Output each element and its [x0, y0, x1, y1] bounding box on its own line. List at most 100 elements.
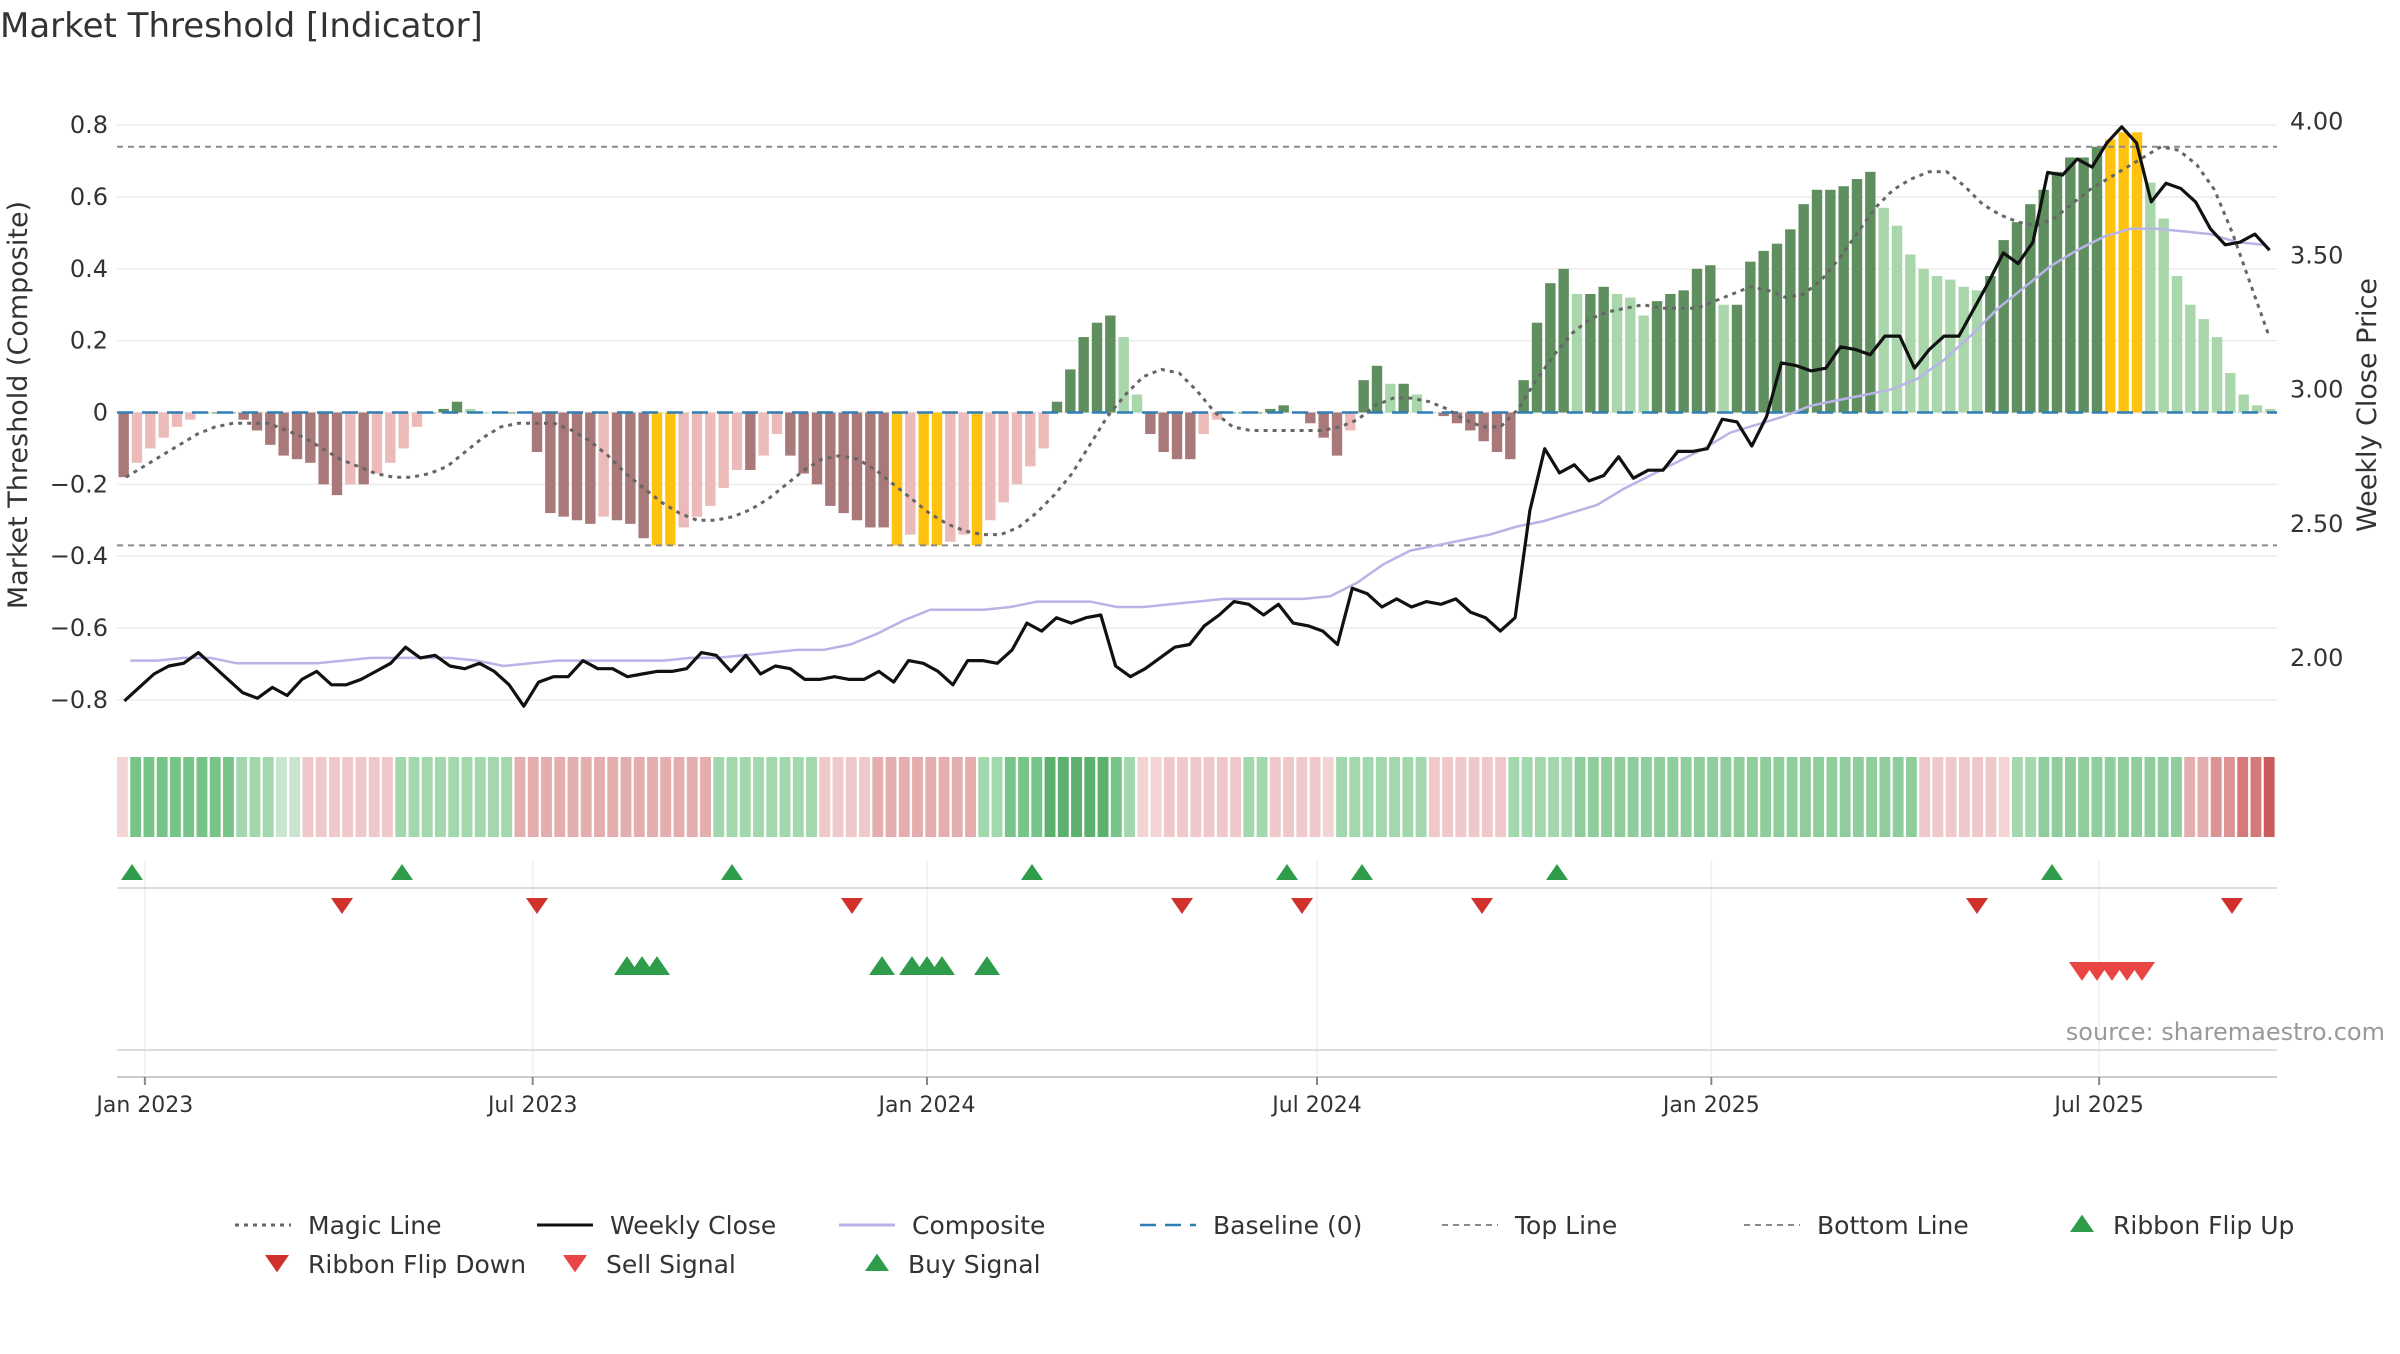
- composite-bar: [385, 412, 396, 463]
- ribbon-cell: [938, 757, 950, 837]
- composite-bar: [2211, 337, 2223, 413]
- ribbon-cell: [1243, 757, 1255, 837]
- ribbon-cell: [1998, 757, 2010, 837]
- ribbon-cell: [209, 757, 221, 837]
- composite-bar: [1811, 189, 1823, 413]
- ribbon-cell: [1826, 757, 1838, 837]
- ribbon-cell: [117, 757, 128, 837]
- composite-bar: [1825, 189, 1836, 413]
- composite-bar: [998, 412, 1009, 503]
- ribbon-flip-down-marker: [1966, 898, 1988, 914]
- composite-bar: [705, 412, 716, 506]
- composite-bar: [1678, 290, 1689, 413]
- composite-bar: [931, 412, 943, 546]
- composite-bar: [1038, 412, 1049, 449]
- ribbon-flip-up-marker: [2041, 864, 2063, 880]
- ribbon-cell: [382, 757, 393, 837]
- composite-bar: [1491, 412, 1503, 453]
- ribbon-cell: [554, 757, 566, 837]
- composite-bar: [1771, 243, 1783, 413]
- composite-bar: [878, 412, 889, 528]
- ribbon-cell: [1786, 757, 1798, 837]
- composite-bar: [1358, 380, 1369, 413]
- composite-bar: [825, 412, 836, 506]
- composite-bar: [1025, 412, 1036, 467]
- ribbon-cell: [262, 757, 274, 837]
- composite-bar: [1091, 322, 1103, 413]
- buy-signal-marker: [974, 956, 1000, 975]
- ribbon-cell: [289, 757, 301, 837]
- x-tick-label: Jan 2024: [877, 1093, 976, 1118]
- ribbon-cell: [1110, 757, 1122, 837]
- ribbon-cell: [1163, 757, 1175, 837]
- ribbon-cell: [183, 757, 195, 837]
- composite-bar: [398, 412, 409, 449]
- ribbon-cell: [527, 757, 539, 837]
- composite-bar: [571, 412, 583, 521]
- ribbon-cell: [1892, 757, 1904, 837]
- y-tick-label: 0.8: [70, 111, 108, 139]
- legend-marker-down: [265, 1255, 289, 1273]
- composite-bar: [2198, 319, 2209, 413]
- ribbon-cell: [951, 757, 963, 837]
- composite-bar: [625, 412, 636, 524]
- ribbon-cell: [1919, 757, 1931, 837]
- composite-bar: [2238, 394, 2249, 413]
- composite-bar: [371, 412, 383, 474]
- ribbon-flip-up-marker: [1021, 864, 1043, 880]
- ribbon-cell: [1760, 757, 1772, 837]
- ribbon-cell: [726, 757, 738, 837]
- ribbon-cell: [925, 757, 937, 837]
- composite-bar: [1785, 229, 1796, 413]
- ribbon-cell: [660, 757, 672, 837]
- ribbon-flip-up-marker: [121, 864, 143, 880]
- weekly-close-line: [123, 125, 2271, 708]
- composite-bar: [278, 412, 289, 456]
- ribbon-cell: [1336, 757, 1348, 837]
- y-tick-label: 0.2: [70, 327, 108, 355]
- ribbon-flip-down-marker: [2221, 898, 2243, 914]
- composite-bar: [478, 412, 489, 414]
- ribbon-cell: [1256, 757, 1268, 837]
- ribbon-cell: [474, 757, 486, 837]
- composite-bar: [1625, 297, 1636, 413]
- ribbon-cell: [368, 757, 380, 837]
- composite-bar: [745, 412, 756, 470]
- composite-bar: [1891, 225, 1903, 413]
- composite-bar: [2091, 146, 2103, 413]
- ribbon-cell: [1614, 757, 1626, 837]
- ribbon-cell: [1177, 757, 1188, 837]
- composite-bar: [465, 408, 476, 413]
- legend-marker-down: [563, 1255, 587, 1273]
- y2-tick-label: 3.50: [2290, 242, 2343, 270]
- ribbon-cell: [2051, 757, 2063, 837]
- composite-bar: [1011, 412, 1023, 485]
- ribbon-cell: [1137, 757, 1149, 837]
- ribbon-cell: [819, 757, 831, 837]
- ribbon-cell: [1203, 757, 1215, 837]
- composite-bar: [2158, 218, 2169, 413]
- composite-bar: [1705, 265, 1716, 413]
- composite-bar: [2225, 372, 2236, 413]
- composite-bar: [2038, 189, 2049, 413]
- x-tick-label: Jul 2024: [1270, 1093, 1362, 1118]
- composite-bar: [291, 412, 303, 460]
- sell-signal-marker: [2129, 962, 2155, 981]
- composite-bar: [2265, 408, 2276, 413]
- ribbon-cell: [2157, 757, 2169, 837]
- legend-label: Baseline (0): [1213, 1211, 1362, 1240]
- composite-bar: [1171, 412, 1183, 460]
- ribbon-cell: [1362, 757, 1374, 837]
- composite-bar: [331, 412, 343, 496]
- ribbon-cell: [912, 757, 923, 837]
- ribbon-flip-up-marker: [391, 864, 413, 880]
- ribbon-cell: [1720, 757, 1732, 837]
- composite-bar: [1505, 412, 1516, 460]
- composite-bar: [1998, 240, 2009, 413]
- buy-signal-marker: [929, 956, 955, 975]
- ribbon-cell: [1866, 757, 1878, 837]
- ribbon-cell: [1799, 757, 1811, 837]
- ribbon-cell: [779, 757, 791, 837]
- composite-bar: [771, 412, 783, 435]
- ribbon-cell: [1521, 757, 1533, 837]
